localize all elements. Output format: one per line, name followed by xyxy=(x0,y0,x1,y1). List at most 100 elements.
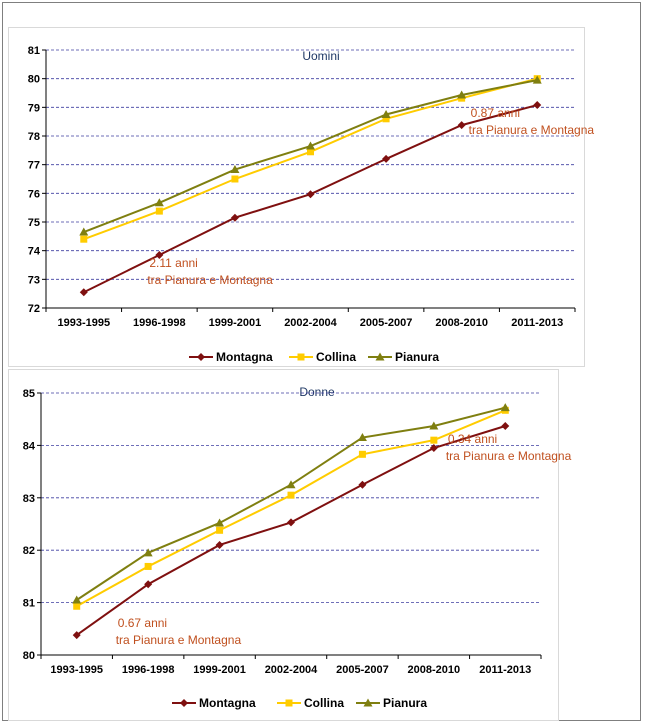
legend-marker-montagna xyxy=(180,699,188,707)
chart-uomini: Uomini 72 73 74 75 76 77 78 79 80 81 1993-1995 1996-… xyxy=(28,45,595,364)
legend-marker-collina xyxy=(297,353,305,361)
y-tick-label: 80 xyxy=(23,650,35,662)
y-tick-label: 77 xyxy=(28,160,40,172)
data-point-montagna xyxy=(144,580,153,589)
data-point-collina xyxy=(155,207,163,215)
data-point-pianura xyxy=(381,110,391,118)
chart-panel-uomini: Uomini 72 73 74 75 76 77 78 79 80 81 1993-1995 1996-… xyxy=(8,27,595,367)
data-point-collina xyxy=(144,562,152,570)
legend-marker-pianura xyxy=(375,352,385,361)
y-tick-label: 74 xyxy=(28,246,41,258)
data-point-pianura xyxy=(79,227,89,236)
y-tick-label: 73 xyxy=(28,274,40,286)
y-tick-label: 80 xyxy=(28,74,40,86)
data-point-pianura xyxy=(215,518,225,527)
series-line-montagna xyxy=(76,425,506,636)
y-tick-label: 81 xyxy=(28,45,40,57)
annotation-text: 0.34 anni xyxy=(448,432,497,446)
y-tick-label: 84 xyxy=(23,440,36,452)
data-point-montagna xyxy=(457,121,466,130)
data-point-montagna xyxy=(429,444,438,453)
data-point-montagna xyxy=(382,154,391,163)
data-point-montagna xyxy=(501,422,510,431)
y-tick-label: 76 xyxy=(28,188,40,200)
data-point-pianura xyxy=(306,141,315,150)
x-tick-label: 1999-2001 xyxy=(193,664,246,676)
y-tick-label: 83 xyxy=(23,493,35,505)
y-tick-label: 81 xyxy=(23,598,35,610)
x-tick-label: 2002-2004 xyxy=(284,317,337,329)
legend-label-montagna: Montagna xyxy=(216,350,273,364)
y-tick-label: 72 xyxy=(28,303,40,315)
data-point-pianura xyxy=(532,75,542,84)
data-point-collina xyxy=(80,235,88,243)
legend-label-pianura: Pianura xyxy=(395,350,439,364)
data-point-pianura xyxy=(500,403,510,412)
data-point-collina xyxy=(358,450,366,458)
x-tick-label: 2011-2013 xyxy=(511,317,563,329)
y-tick-label: 75 xyxy=(28,217,40,229)
y-tick-label: 82 xyxy=(23,545,35,557)
x-tick-label: 1996-1998 xyxy=(133,317,186,329)
series-line-pianura xyxy=(83,79,538,233)
data-point-montagna xyxy=(79,288,88,297)
data-point-montagna xyxy=(287,518,295,527)
x-tick-label: 2005-2007 xyxy=(360,317,413,329)
data-point-pianura xyxy=(286,480,296,489)
annotation-text: tra Pianura e Montagna xyxy=(446,449,572,463)
data-point-collina xyxy=(287,491,295,499)
x-tick-label: 1993-1995 xyxy=(57,317,110,329)
data-point-montagna xyxy=(155,250,164,259)
chart-donne: Donne 80 81 82 83 84 85 1993-1995 1996-1998 1999-… xyxy=(23,385,572,710)
x-tick-label: 1996-1998 xyxy=(122,664,175,676)
annotation-text: tra Pianura e Montagna xyxy=(469,123,595,137)
annotation-text: 0.67 anni xyxy=(118,616,167,630)
data-point-pianura xyxy=(143,548,153,557)
data-point-montagna xyxy=(358,480,367,489)
legend-label-collina: Collina xyxy=(316,350,356,364)
x-tick-label: 2002-2004 xyxy=(265,664,318,676)
data-point-pianura xyxy=(72,595,82,604)
chart-panel-donne: Donne 80 81 82 83 84 85 1993-1995 1996-1998 1999-… xyxy=(8,369,572,721)
x-tick-label: 2008-2010 xyxy=(435,317,488,329)
x-tick-label: 2011-2013 xyxy=(479,664,531,676)
data-point-collina xyxy=(231,175,239,183)
annotation-text: tra Pianura e Montagna xyxy=(116,633,242,647)
data-point-pianura xyxy=(230,165,240,174)
annotation-text: 0.87 anni xyxy=(471,106,520,120)
data-point-pianura xyxy=(154,198,164,207)
legend-marker-collina xyxy=(285,699,293,707)
legend-label-pianura: Pianura xyxy=(383,696,427,710)
x-tick-label: 2008-2010 xyxy=(408,664,461,676)
x-tick-label: 2005-2007 xyxy=(336,664,389,676)
data-point-collina xyxy=(73,602,81,610)
y-tick-label: 78 xyxy=(28,131,40,143)
data-point-montagna xyxy=(533,101,542,110)
data-point-pianura xyxy=(457,90,467,99)
data-point-collina xyxy=(216,526,224,534)
data-point-montagna xyxy=(306,190,315,199)
data-point-pianura xyxy=(357,433,367,442)
annotation-text: 2.11 anni xyxy=(149,256,198,270)
data-point-montagna xyxy=(215,540,224,549)
data-point-collina xyxy=(382,115,390,123)
series-line-collina xyxy=(83,77,538,241)
data-point-collina xyxy=(307,148,314,156)
x-tick-label: 1999-2001 xyxy=(209,317,262,329)
chart-title: Uomini xyxy=(302,49,339,63)
legend-label-collina: Collina xyxy=(304,696,344,710)
annotation-text: tra Pianura e Montagna xyxy=(147,273,273,287)
series-line-collina xyxy=(76,409,506,608)
chart-title: Donne xyxy=(299,385,335,399)
y-tick-label: 79 xyxy=(28,102,40,114)
data-point-pianura xyxy=(429,421,439,430)
data-point-montagna xyxy=(72,631,81,640)
y-tick-label: 85 xyxy=(23,388,35,400)
legend-marker-pianura xyxy=(363,698,373,707)
legend-marker-montagna xyxy=(197,353,205,361)
data-point-collina xyxy=(430,436,438,444)
legend-label-montagna: Montagna xyxy=(199,696,256,710)
x-tick-label: 1993-1995 xyxy=(50,664,103,676)
data-point-montagna xyxy=(230,213,239,222)
